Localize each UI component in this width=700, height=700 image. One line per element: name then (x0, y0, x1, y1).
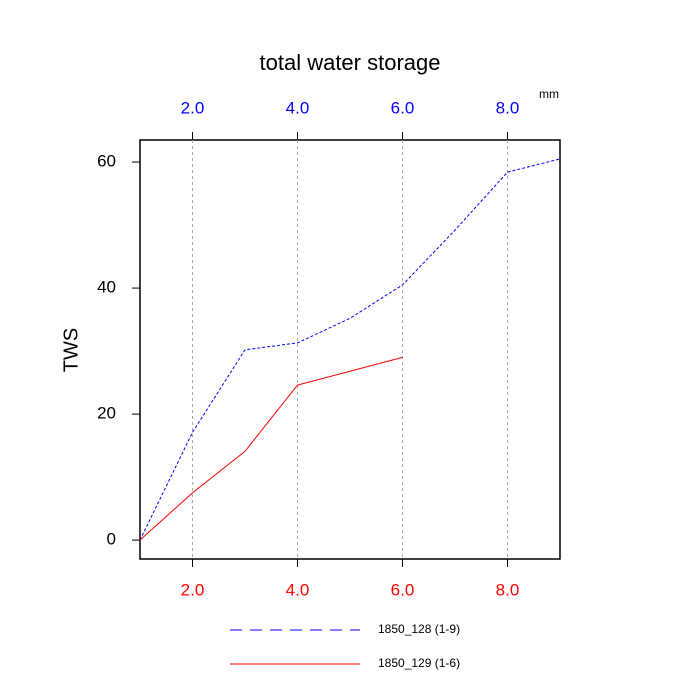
y-tick-label: 60 (97, 152, 116, 171)
x-tick-label: 2.0 (181, 580, 205, 599)
x-tick-label: 4.0 (286, 580, 310, 599)
x-tick-label-top: 4.0 (286, 98, 310, 117)
legend-label: 1850_129 (1-6) (378, 656, 460, 670)
series-line (139, 356, 403, 541)
x-units: mm (539, 87, 559, 101)
chart-title: total water storage (260, 50, 441, 75)
x-tick-label-top: 6.0 (391, 98, 415, 117)
y-axis-label: TWS (60, 328, 82, 372)
y-tick-label: 40 (97, 278, 116, 297)
x-tick-label: 8.0 (496, 580, 520, 599)
plot-frame (139, 139, 561, 560)
x-tick-label-top: 2.0 (181, 98, 205, 117)
series-line (139, 158, 561, 541)
x-tick-label: 6.0 (391, 580, 415, 599)
legend-label: 1850_128 (1-9) (378, 622, 460, 636)
y-tick-label: 20 (97, 404, 116, 423)
x-tick-label-top: 8.0 (496, 98, 520, 117)
y-tick-label: 0 (107, 530, 116, 549)
